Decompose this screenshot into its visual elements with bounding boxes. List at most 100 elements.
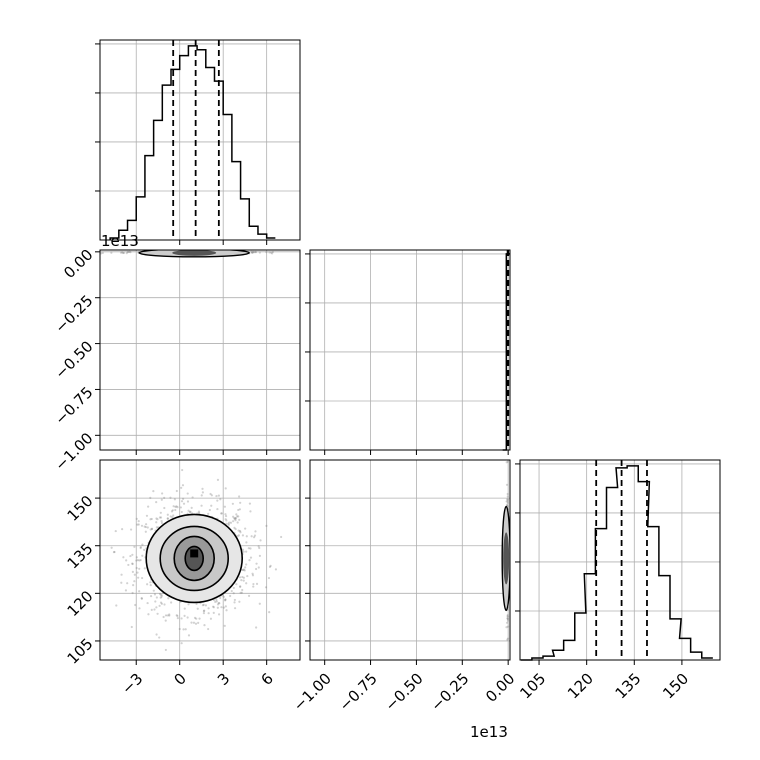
scatter-point [139, 546, 142, 550]
scatter-point [164, 614, 168, 617]
scatter-point [131, 562, 134, 566]
scatter-point [174, 505, 177, 508]
scatter-point [227, 523, 230, 526]
scatter-point [506, 498, 510, 501]
scatter-point [233, 517, 236, 520]
scatter-point [224, 487, 227, 490]
scatter-point [141, 543, 144, 546]
scatter-point [160, 521, 164, 525]
scatter-point [189, 510, 192, 513]
histogram-bar [670, 619, 681, 660]
scatter-point [155, 521, 158, 524]
y-tick-label-param2: −1.00 [51, 429, 96, 474]
scatter-point [225, 609, 228, 612]
scatter-point [223, 624, 226, 627]
scatter-point [219, 596, 222, 600]
scatter-point [242, 550, 245, 553]
scatter-point [238, 518, 241, 521]
scatter-point [240, 579, 243, 582]
scatter-point [147, 505, 150, 508]
scatter-point [155, 633, 158, 636]
histogram-bar [584, 574, 595, 660]
scatter-point [505, 626, 508, 629]
scatter-point [183, 607, 186, 610]
scatter-point [131, 570, 134, 573]
scatter-point [232, 515, 235, 518]
scatter-point [182, 628, 185, 631]
scatter-point [186, 500, 190, 503]
scatter-point [131, 562, 134, 565]
scatter-point [160, 595, 163, 598]
scatter-point [175, 505, 178, 508]
scatter-point [159, 601, 163, 604]
x-tick-label-param2: 0.00 [482, 670, 518, 706]
scatter-point [216, 478, 220, 481]
scatter-point [168, 614, 171, 617]
scatter-point [254, 251, 258, 254]
scatter-point [236, 515, 239, 518]
scatter-point [242, 568, 245, 572]
scatter-point [223, 599, 227, 602]
scatter-point [265, 524, 268, 527]
scatter-point [207, 627, 210, 631]
scatter-point [233, 607, 237, 610]
scatter-point [229, 594, 232, 598]
scatter-point [249, 547, 252, 550]
scatter-point [240, 591, 243, 594]
scatter-point [121, 251, 125, 255]
scatter-point [120, 581, 123, 584]
y-tick-label-param3: 135 [64, 540, 97, 573]
scatter-point [255, 582, 259, 585]
scatter-point [204, 604, 208, 607]
scatter-point [155, 606, 158, 609]
scatter-point [143, 525, 146, 528]
scatter-point [233, 526, 236, 530]
scatter-point [150, 527, 153, 531]
scatter-point [198, 617, 201, 620]
y-tick-label-param2: −0.75 [51, 383, 96, 428]
scatter-point [138, 590, 141, 593]
scatter-point [176, 506, 179, 509]
scatter-point [253, 534, 257, 537]
scatter-point [181, 497, 185, 500]
axes-frame [99, 39, 301, 241]
scatter-point [159, 593, 162, 596]
y-tick-label-param2: −0.25 [51, 292, 96, 337]
scatter-point [155, 526, 158, 529]
scatter-point [137, 520, 140, 523]
scatter-point [203, 624, 206, 627]
scatter-point [265, 251, 268, 254]
scatter-point [209, 492, 212, 496]
scatter-point [198, 511, 201, 515]
histogram-bar [627, 466, 638, 660]
x-tick-label-param1: −3 [118, 670, 146, 698]
scatter-point [251, 574, 255, 577]
scatter-point [171, 509, 174, 512]
scatter-point [166, 513, 169, 516]
scatter-point [245, 535, 248, 538]
scatter-point [152, 490, 155, 493]
scatter-point [161, 492, 164, 495]
scatter-point [258, 602, 261, 605]
scatter-point [506, 501, 509, 505]
scatter-point [125, 252, 128, 255]
scatter-point [506, 615, 510, 618]
scatter-point [207, 612, 210, 615]
scatter-point [252, 250, 255, 254]
scatter-point [129, 554, 132, 558]
scatter-point [154, 600, 157, 603]
scatter-point [144, 530, 147, 533]
scatter-point [239, 585, 242, 588]
scatter-point [187, 603, 190, 606]
scatter-point [220, 606, 223, 609]
scatter-point [230, 589, 233, 593]
scatter-point [280, 535, 283, 539]
scatter-point [237, 534, 240, 537]
scatter-point [149, 518, 152, 521]
scatter-point [133, 573, 136, 576]
scatter-point [201, 487, 204, 490]
scatter-point [149, 595, 153, 598]
scatter-point [216, 499, 219, 502]
scatter-point [506, 498, 509, 501]
scatter-point [268, 611, 271, 614]
